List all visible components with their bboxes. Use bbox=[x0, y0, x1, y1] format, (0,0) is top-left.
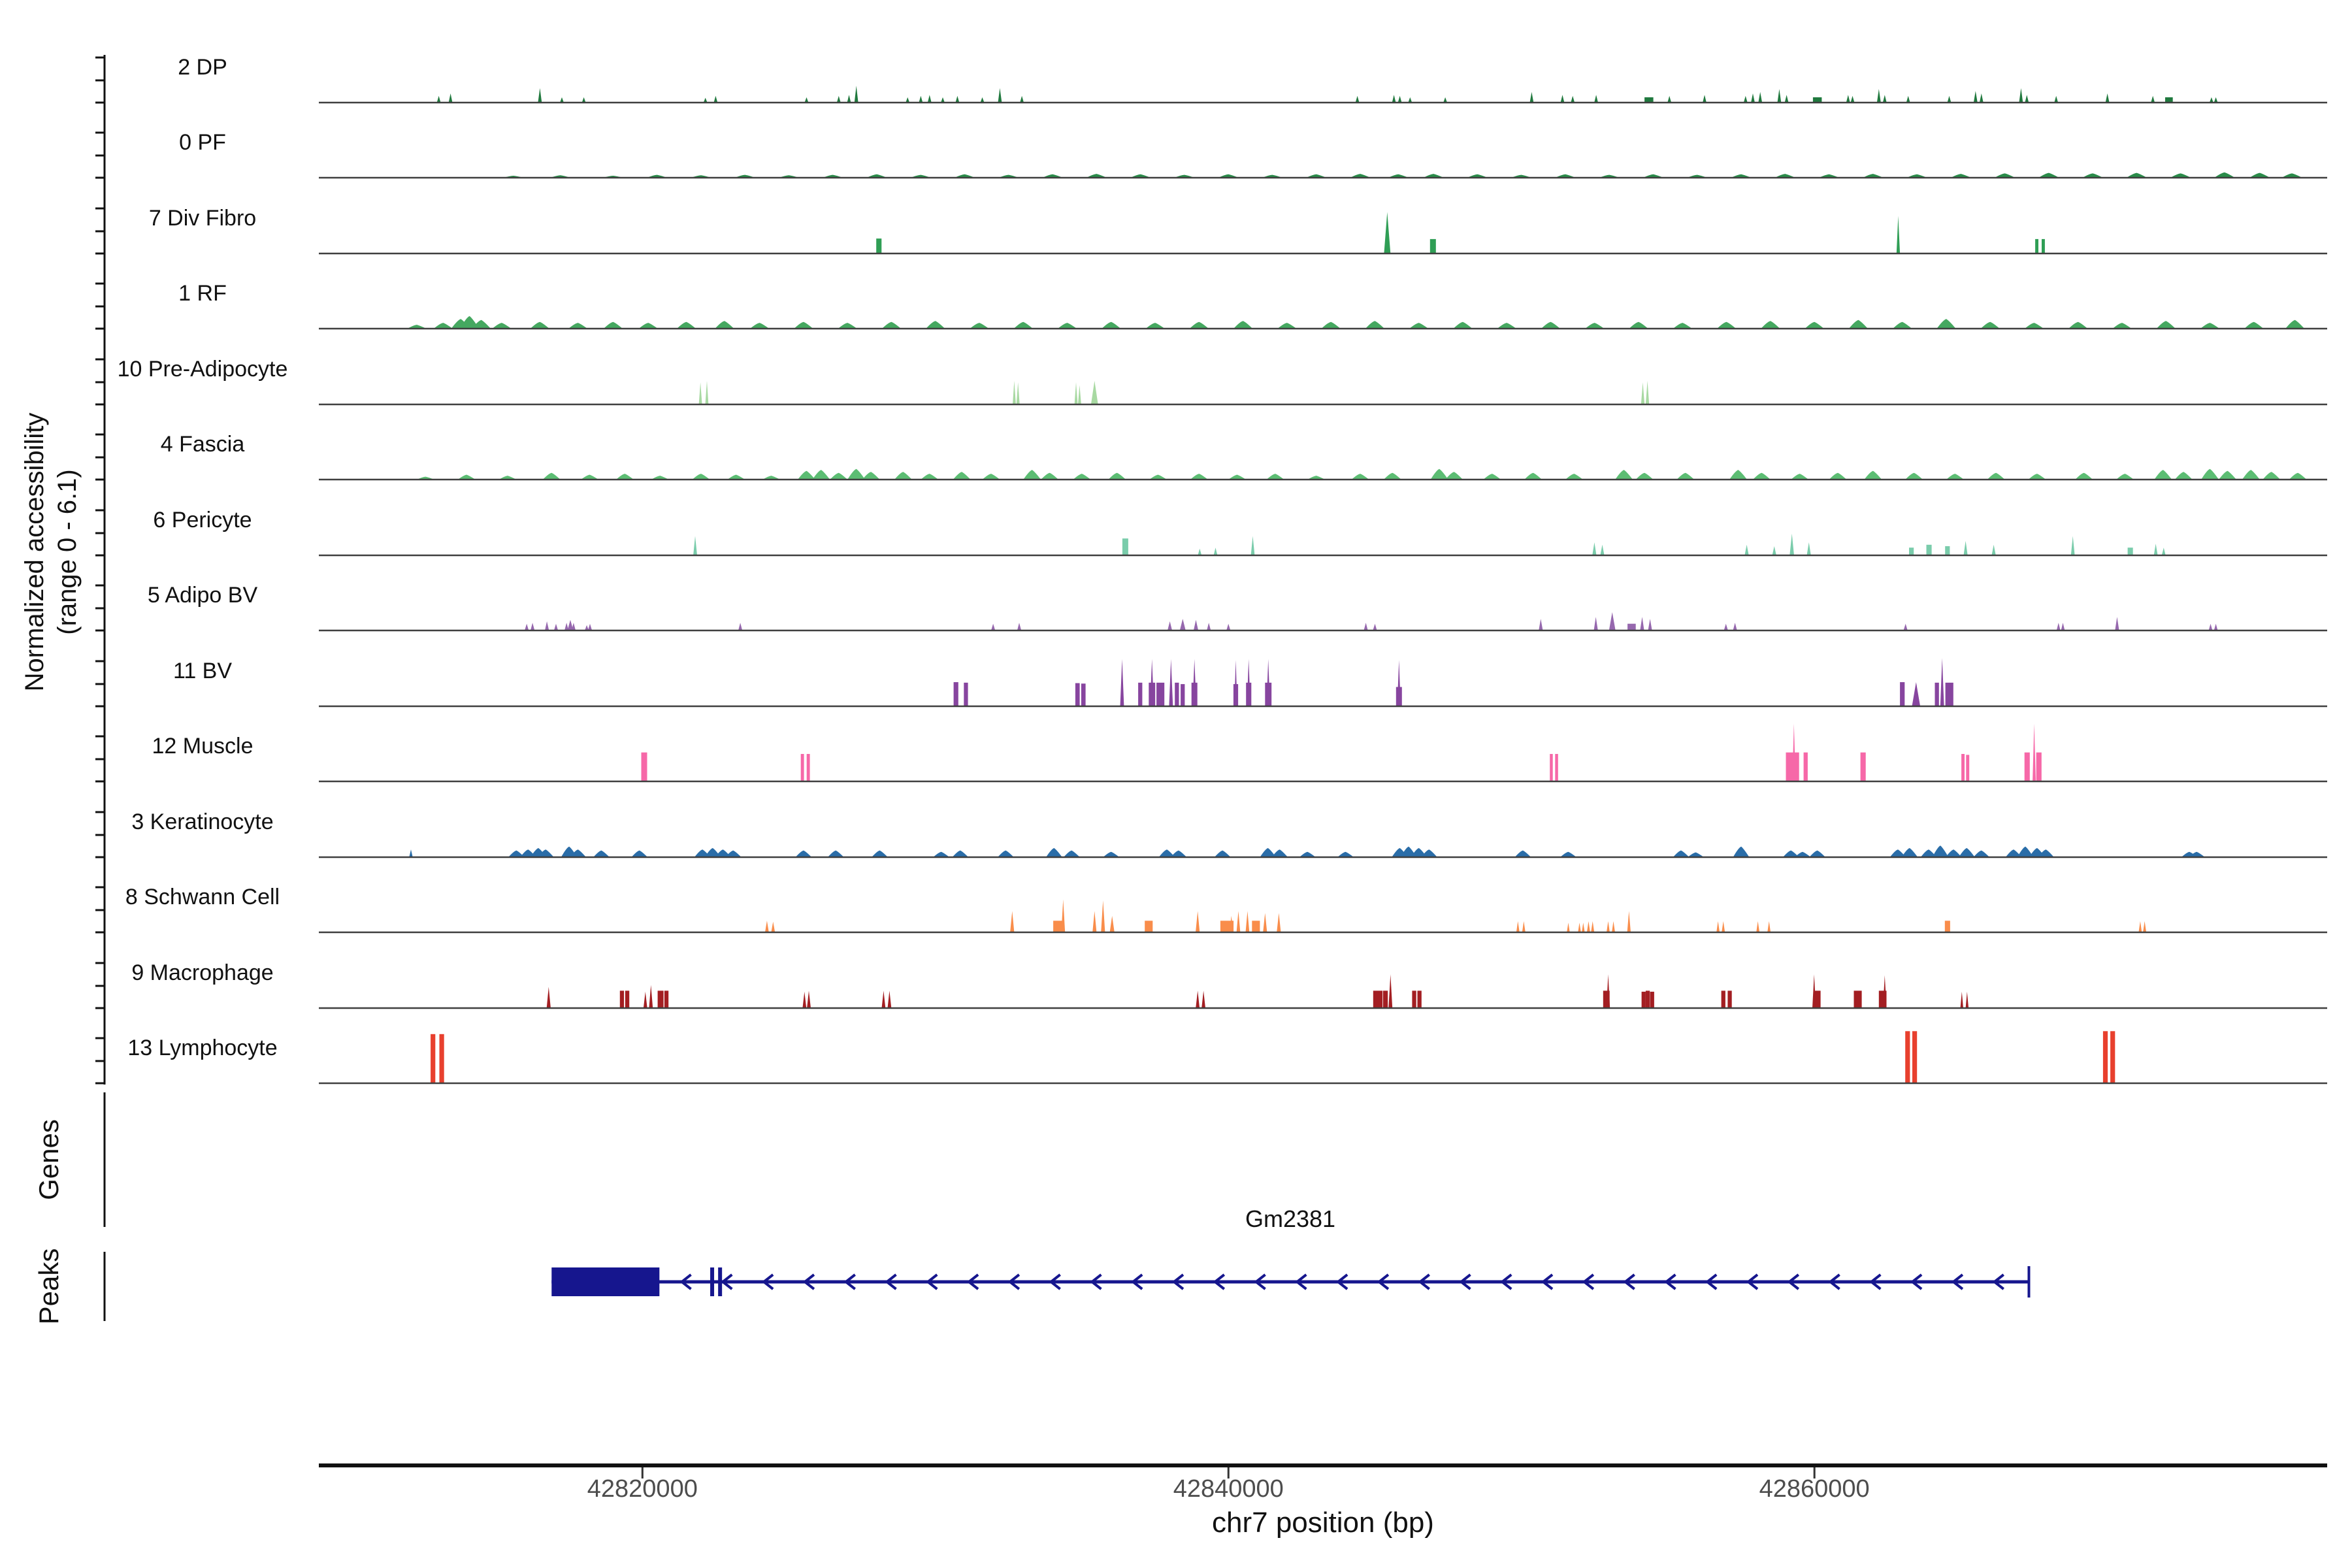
track-label-6-pericyte: 6 Pericyte bbox=[153, 508, 252, 532]
signal-track-8-schwann-cell bbox=[319, 899, 2327, 934]
track-label-4-fascia: 4 Fascia bbox=[160, 432, 245, 457]
gene-exon-tick bbox=[718, 1267, 723, 1296]
gene-strand-arrow bbox=[1213, 1273, 1226, 1290]
signal-track-9-macrophage bbox=[319, 974, 2327, 1009]
gene-strand-arrow bbox=[1377, 1273, 1390, 1290]
gene-strand-arrow bbox=[1418, 1273, 1430, 1290]
x-axis-tick-label-42860000: 42860000 bbox=[1759, 1475, 1870, 1503]
gene-strand-arrow bbox=[1951, 1273, 1964, 1290]
track-label-0-pf: 0 PF bbox=[179, 130, 226, 155]
gene-strand-arrow bbox=[1582, 1273, 1595, 1290]
track-label-3-keratinocyte: 3 Keratinocyte bbox=[131, 809, 274, 834]
signal-track-0-pf bbox=[319, 172, 2327, 179]
gene-strand-arrow bbox=[1910, 1273, 1923, 1290]
gene-strand-arrow bbox=[721, 1273, 733, 1290]
x-axis-tick-label-42840000: 42840000 bbox=[1173, 1475, 1284, 1503]
track-label-7-div-fibro: 7 Div Fibro bbox=[148, 206, 257, 231]
gene-strand-arrow bbox=[1254, 1273, 1266, 1290]
gene-strand-arrow bbox=[1500, 1273, 1512, 1290]
gene-strand-arrow bbox=[1090, 1273, 1102, 1290]
signal-track-3-keratinocyte bbox=[319, 845, 2327, 858]
gene-strand-arrow bbox=[1541, 1273, 1554, 1290]
x-axis-title: chr7 position (bp) bbox=[1212, 1507, 1434, 1539]
track-label-12-muscle: 12 Muscle bbox=[152, 734, 253, 759]
gene-strand-arrow bbox=[1049, 1273, 1061, 1290]
gene-strand-arrow bbox=[1828, 1273, 1840, 1290]
gene-strand-arrow bbox=[1335, 1273, 1348, 1290]
gene-strand-arrow bbox=[1787, 1273, 1800, 1290]
gene-strand-arrow bbox=[966, 1273, 979, 1290]
signal-track-5-adipo-bv bbox=[319, 612, 2327, 632]
gene-model-gm2381 bbox=[551, 1266, 2031, 1298]
signal-track-2-dp bbox=[319, 86, 2327, 104]
track-label-11-bv: 11 BV bbox=[172, 659, 233, 683]
x-axis-tick-label-42820000: 42820000 bbox=[587, 1475, 698, 1503]
gene-strand-arrow bbox=[1295, 1273, 1307, 1290]
track-label-1-rf: 1 RF bbox=[178, 281, 227, 306]
gene-strand-arrow bbox=[1623, 1273, 1635, 1290]
track-label-9-macrophage: 9 Macrophage bbox=[131, 960, 274, 985]
signal-track-10-pre-adipocyte bbox=[319, 380, 2327, 406]
gene-exon-tick bbox=[710, 1267, 715, 1296]
gene-strand-arrow bbox=[926, 1273, 938, 1290]
gene-strand-arrow bbox=[1869, 1273, 1882, 1290]
gene-strand-arrow bbox=[843, 1273, 856, 1290]
gene-strand-arrow bbox=[1705, 1273, 1718, 1290]
gene-strand-arrow bbox=[1007, 1273, 1021, 1290]
y-axis-line bbox=[95, 55, 106, 1085]
signal-track-11-bv bbox=[319, 658, 2327, 708]
gene-strand-arrow bbox=[802, 1273, 815, 1290]
signal-track-6-pericyte bbox=[319, 533, 2327, 557]
gene-strand-arrow bbox=[1459, 1273, 1471, 1290]
gene-strand-arrow bbox=[885, 1273, 897, 1290]
track-label-8-schwann-cell: 8 Schwann Cell bbox=[125, 885, 280, 909]
signal-track-4-fascia bbox=[319, 468, 2327, 481]
track-label-2-dp: 2 DP bbox=[178, 55, 227, 80]
signal-track-13-lymphocyte bbox=[319, 1031, 2327, 1085]
track-label-5-adipo-bv: 5 Adipo BV bbox=[147, 583, 258, 608]
gene-strand-arrow bbox=[1746, 1273, 1759, 1290]
gene-strand-arrow bbox=[1992, 1273, 2004, 1290]
signal-track-1-rf bbox=[319, 316, 2327, 330]
track-label-10-pre-adipocyte: 10 Pre-Adipocyte bbox=[117, 357, 288, 382]
signal-track-7-div-fibro bbox=[319, 212, 2327, 255]
gene-name-label: Gm2381 bbox=[1245, 1205, 1336, 1232]
gene-strand-arrow bbox=[761, 1273, 774, 1290]
signal-track-12-muscle bbox=[319, 723, 2327, 783]
gene-strand-arrow bbox=[1171, 1273, 1184, 1290]
gene-strand-arrow bbox=[1664, 1273, 1676, 1290]
gene-exon-box bbox=[551, 1267, 660, 1296]
track-label-13-lymphocyte: 13 Lymphocyte bbox=[127, 1036, 278, 1060]
gene-strand-arrow bbox=[1130, 1273, 1143, 1290]
gene-strand-arrow bbox=[679, 1273, 692, 1290]
